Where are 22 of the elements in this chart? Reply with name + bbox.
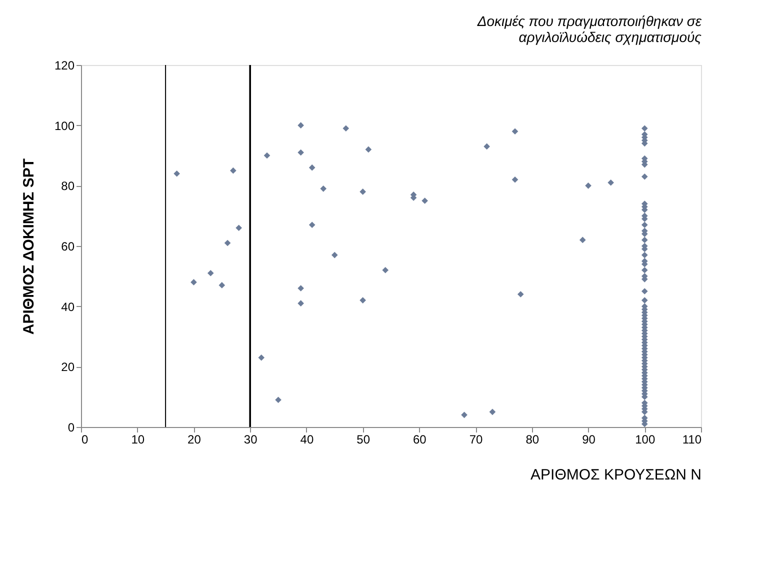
x-tick-label: 80 bbox=[526, 432, 540, 446]
x-tick-label: 100 bbox=[635, 432, 656, 446]
x-tick-label: 30 bbox=[244, 432, 258, 446]
x-tick-label: 60 bbox=[413, 432, 427, 446]
y-tick-label: 100 bbox=[54, 118, 75, 133]
x-tick-label: 20 bbox=[188, 432, 202, 446]
chart-title: Δοκιμές που πραγματοποιήθηκαν σε αργιλοϊλυώδεις σχηματισμούς bbox=[476, 13, 702, 45]
x-axis-title: ΑΡΙΘΜΟΣ ΚΡΟΥΣΕΩΝ Ν bbox=[530, 466, 702, 484]
y-tick-label: 120 bbox=[54, 58, 75, 72]
y-tick-label: 0 bbox=[68, 420, 75, 434]
x-tick-label: 10 bbox=[131, 432, 145, 446]
x-tick-label: 70 bbox=[469, 432, 484, 446]
x-tick-label: 90 bbox=[582, 432, 596, 446]
y-tick-label: 60 bbox=[61, 240, 75, 254]
x-tick-label: 0 bbox=[82, 432, 88, 446]
x-tick-label: 40 bbox=[300, 432, 314, 446]
y-tick-label: 20 bbox=[61, 360, 75, 374]
y-tick-label: 40 bbox=[61, 300, 75, 314]
x-tick-label: 110 bbox=[682, 432, 702, 446]
x-tick-label: 50 bbox=[356, 432, 370, 446]
y-axis-title: ΑΡΙΘΜΟΣ ΔΟΚΙΜΗΣ SPT bbox=[20, 158, 38, 335]
y-tick-label: 80 bbox=[61, 179, 75, 194]
